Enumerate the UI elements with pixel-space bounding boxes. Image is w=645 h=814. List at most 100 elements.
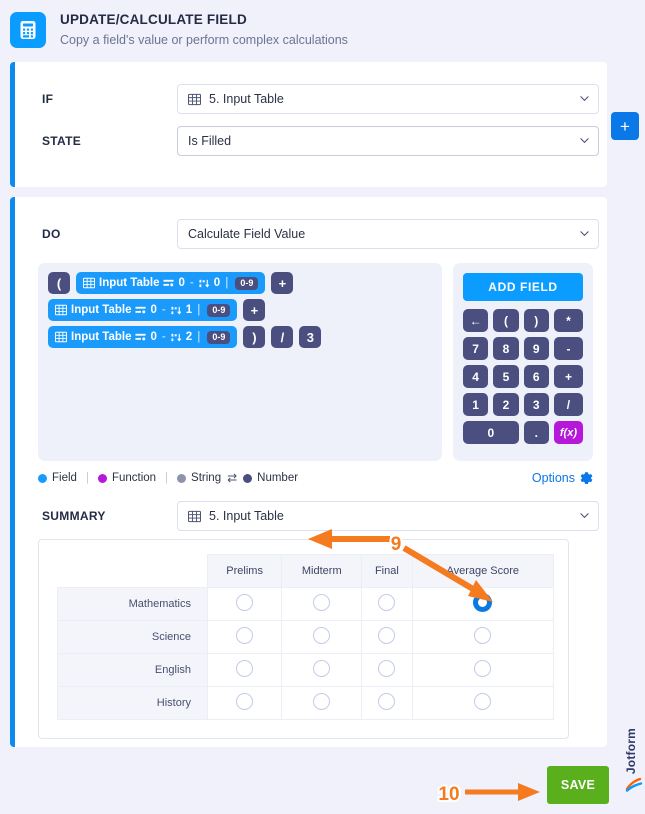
plus-key[interactable]: + (553, 365, 583, 388)
digit-5-key[interactable]: 5 (493, 365, 519, 388)
digit-1-key[interactable]: 1 (463, 393, 489, 416)
minus-key[interactable]: - (553, 337, 583, 360)
radio-button[interactable] (378, 594, 396, 611)
token-field-name: Input Table (99, 277, 160, 289)
digit-6-key[interactable]: 6 (523, 365, 549, 388)
decimal-key[interactable]: . (523, 421, 549, 444)
page-header: UPDATE/CALCULATE FIELD Copy a field's va… (0, 0, 645, 62)
radio-button[interactable] (313, 594, 331, 611)
radio-button-selected[interactable] (474, 594, 492, 611)
digit-0-key[interactable]: 0 (463, 421, 519, 444)
legend-field-label: Field (52, 472, 77, 484)
token-field[interactable]: Input Table 0 - 1 | 0-9 (48, 299, 238, 321)
token-close-paren[interactable]: ) (243, 326, 266, 348)
do-action-select[interactable]: Calculate Field Value (177, 219, 599, 249)
multiply-key[interactable]: * (553, 309, 583, 332)
radio-button[interactable] (378, 693, 396, 710)
radio-button[interactable] (236, 660, 254, 677)
summary-field-select[interactable]: 5. Input Table (177, 501, 599, 531)
radio-button[interactable] (236, 627, 254, 644)
chevron-down-icon (580, 138, 589, 144)
digit-2-key[interactable]: 2 (493, 393, 519, 416)
token-open-paren[interactable]: ( (48, 272, 70, 294)
page-title: UPDATE/CALCULATE FIELD (60, 12, 247, 27)
radio-button[interactable] (236, 693, 254, 710)
radio-button[interactable] (313, 627, 331, 644)
radio-button[interactable] (313, 660, 331, 677)
string-color-dot (177, 473, 187, 483)
cell-english-prelims[interactable] (206, 653, 283, 687)
token-number[interactable]: 3 (299, 326, 322, 348)
number-color-dot (243, 473, 253, 483)
radio-button[interactable] (474, 627, 492, 644)
radio-button[interactable] (313, 693, 331, 710)
cell-mathematics-prelims[interactable] (206, 587, 283, 621)
table-header-row: Prelims Midterm Final Average Score (58, 554, 554, 588)
cell-science-average-score[interactable] (411, 620, 554, 654)
function-key[interactable]: f(x) (553, 421, 583, 444)
digit-7-key[interactable]: 7 (463, 337, 489, 360)
token-field[interactable]: Input Table 0 - 0 | 0-9 (76, 272, 266, 294)
cell-mathematics-final[interactable] (361, 587, 413, 621)
divide-key[interactable]: / (553, 393, 583, 416)
column-icon (135, 306, 147, 313)
jotform-mark-icon (625, 777, 643, 792)
backspace-key[interactable]: ← (463, 309, 489, 332)
cell-history-final[interactable] (361, 686, 413, 720)
cell-science-midterm[interactable] (281, 620, 363, 654)
row-header-science: Science (57, 620, 208, 654)
row-header-mathematics: Mathematics (57, 587, 208, 621)
condition-card: IF 5. Input Table STATE Is Filled (10, 62, 607, 187)
action-card: DO Calculate Field Value ( Input Table 0… (10, 197, 607, 747)
token-field-name: Input Table (71, 331, 132, 343)
state-label: STATE (42, 134, 82, 148)
radio-button[interactable] (474, 693, 492, 710)
add-condition-button[interactable]: + (611, 112, 639, 140)
cell-mathematics-average-score[interactable] (411, 587, 554, 621)
digit-8-key[interactable]: 8 (493, 337, 519, 360)
digit-9-key[interactable]: 9 (523, 337, 549, 360)
token-operator[interactable]: + (243, 299, 266, 321)
column-icon (163, 279, 175, 286)
cell-history-midterm[interactable] (281, 686, 363, 720)
legend-field: Field (38, 472, 77, 484)
open-paren-key[interactable]: ( (493, 309, 519, 332)
cell-science-prelims[interactable] (206, 620, 283, 654)
column-header-prelims: Prelims (206, 554, 283, 588)
cell-history-prelims[interactable] (206, 686, 283, 720)
add-field-button[interactable]: ADD FIELD (463, 273, 583, 301)
token-operator[interactable]: + (271, 272, 294, 294)
radio-button[interactable] (474, 660, 492, 677)
field-color-dot (38, 473, 47, 483)
cell-mathematics-midterm[interactable] (281, 587, 363, 621)
state-select[interactable]: Is Filled (177, 126, 599, 156)
digit-3-key[interactable]: 3 (523, 393, 549, 416)
if-field-select[interactable]: 5. Input Table (177, 84, 599, 114)
radio-button[interactable] (378, 660, 396, 677)
token-field[interactable]: Input Table 0 - 2 | 0-9 (48, 326, 238, 348)
radio-button[interactable] (378, 627, 396, 644)
cell-english-final[interactable] (361, 653, 413, 687)
close-paren-key[interactable]: ) (523, 309, 549, 332)
summary-field-value: 5. Input Table (209, 509, 284, 523)
cell-science-final[interactable] (361, 620, 413, 654)
cell-english-midterm[interactable] (281, 653, 363, 687)
row-icon (171, 333, 181, 341)
formula-line: ( Input Table 0 - 0 | 0-9 + (48, 272, 432, 294)
save-button[interactable]: SAVE (547, 766, 609, 804)
formula-editor[interactable]: ( Input Table 0 - 0 | 0-9 + Input Ta (38, 263, 442, 461)
table-row: English (57, 653, 554, 687)
token-type-badge: 0-9 (235, 276, 259, 290)
token-field-name: Input Table (71, 304, 132, 316)
summary-table: Prelims Midterm Final Average Score Math… (57, 554, 554, 720)
token-row-index: 0 (213, 277, 221, 289)
cell-english-average-score[interactable] (411, 653, 554, 687)
digit-4-key[interactable]: 4 (463, 365, 489, 388)
options-link[interactable]: Options (532, 471, 593, 485)
radio-button[interactable] (236, 594, 254, 611)
function-color-dot (97, 473, 107, 483)
cell-history-average-score[interactable] (411, 686, 554, 720)
if-field-value: 5. Input Table (209, 92, 284, 106)
formula-legend: Field | Function | String ⇄ Number Optio… (10, 461, 607, 485)
token-divide[interactable]: / (271, 326, 294, 348)
